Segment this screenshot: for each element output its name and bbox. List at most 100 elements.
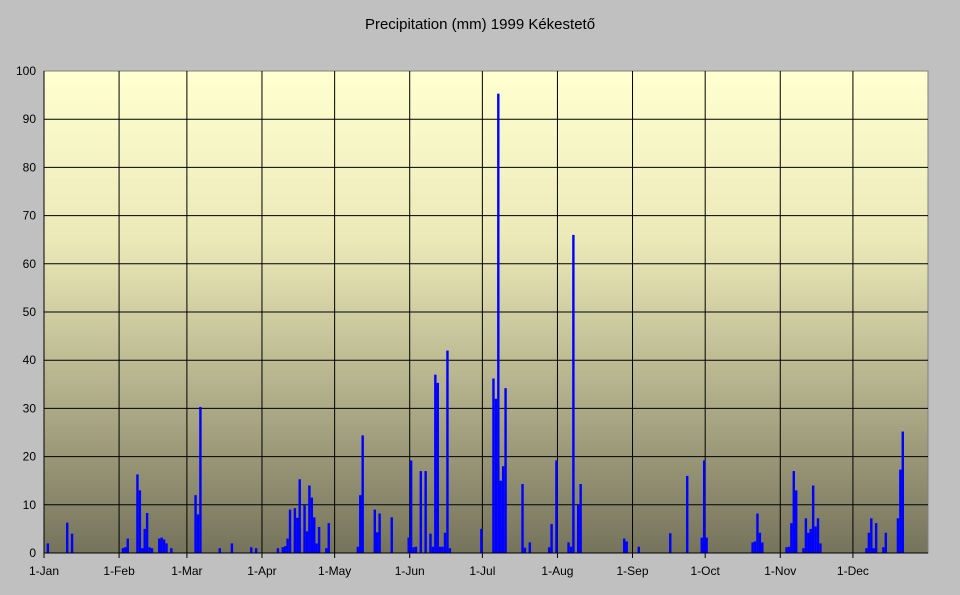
bar <box>504 388 507 553</box>
bar <box>313 517 316 553</box>
bar <box>669 533 672 553</box>
bar <box>521 484 524 553</box>
bar <box>254 548 258 553</box>
bar <box>145 512 149 553</box>
bar <box>705 537 708 553</box>
bar <box>158 538 161 553</box>
bar <box>497 93 500 554</box>
bar <box>308 485 311 553</box>
bar <box>572 234 575 553</box>
bar <box>46 543 50 553</box>
bar <box>378 513 381 553</box>
bar <box>286 538 289 553</box>
x-tick-label: 1-Jun <box>395 564 425 578</box>
bar <box>409 460 413 553</box>
x-tick-label: 1-Nov <box>764 564 796 578</box>
y-tick-label: 60 <box>23 257 37 271</box>
bar <box>136 474 139 553</box>
y-tick-label: 100 <box>16 64 36 78</box>
bar <box>870 518 873 553</box>
y-tick-label: 40 <box>23 353 37 367</box>
bar <box>577 504 580 553</box>
bar <box>819 543 822 553</box>
chart-title: Precipitation (mm) 1999 Kékestető <box>364 16 596 33</box>
x-tick-label: 1-Mar <box>171 564 202 578</box>
bar <box>804 518 808 553</box>
bar <box>126 538 129 553</box>
bar <box>567 542 570 553</box>
bar <box>230 543 234 553</box>
x-tick-label: 1-Jan <box>29 564 59 578</box>
bar <box>143 528 146 553</box>
bar <box>523 547 527 553</box>
bar <box>305 531 309 553</box>
bar <box>867 532 871 553</box>
bar <box>293 508 297 553</box>
bar <box>901 431 904 553</box>
y-tick-label: 50 <box>23 305 37 319</box>
bar <box>199 406 202 553</box>
bar <box>121 548 125 553</box>
bar <box>162 539 166 553</box>
bar <box>809 528 812 553</box>
bar <box>807 532 810 553</box>
x-tick-label: 1-Oct <box>691 564 721 578</box>
bar <box>443 532 447 553</box>
bar <box>303 504 306 553</box>
bar <box>218 548 221 553</box>
bar <box>327 523 330 553</box>
bar <box>792 471 795 553</box>
bar <box>281 547 284 553</box>
bar <box>547 547 551 553</box>
bar <box>138 490 142 553</box>
bar <box>148 547 151 553</box>
bar <box>761 542 764 553</box>
bar <box>686 475 689 553</box>
bar <box>528 542 532 553</box>
x-tick-label: 1-Jul <box>469 564 495 578</box>
bar <box>431 546 435 553</box>
x-tick-label: 1-Dec <box>837 564 869 578</box>
x-tick-label: 1-Aug <box>541 564 573 578</box>
bar <box>170 548 173 553</box>
y-tick-label: 80 <box>23 160 37 174</box>
bar <box>150 548 154 553</box>
x-tick-label: 1-Apr <box>247 564 276 578</box>
bar <box>751 542 754 553</box>
bar <box>625 541 628 553</box>
bar <box>124 547 127 553</box>
bar <box>438 546 442 553</box>
bar <box>787 546 791 553</box>
bar <box>882 547 885 553</box>
bar <box>414 546 418 553</box>
bar <box>623 538 626 553</box>
bar <box>700 537 703 553</box>
x-tick-label: 1-May <box>318 564 351 578</box>
bar <box>569 546 573 553</box>
bar <box>899 469 902 553</box>
bar <box>448 548 452 553</box>
bar <box>361 435 364 553</box>
bar <box>499 480 502 553</box>
bar <box>811 485 815 553</box>
bar <box>802 548 805 553</box>
bar <box>884 532 888 553</box>
bar <box>865 548 868 553</box>
y-tick-label: 10 <box>23 498 37 512</box>
bar <box>283 546 287 553</box>
y-tick-label: 90 <box>23 112 37 126</box>
bar <box>296 517 299 553</box>
y-tick-label: 0 <box>29 546 36 560</box>
x-tick-label: 1-Sep <box>617 564 649 578</box>
bar <box>376 532 379 553</box>
bar <box>250 547 253 553</box>
bar <box>434 374 437 553</box>
bar <box>288 509 292 553</box>
bar <box>429 533 432 553</box>
bar <box>441 546 444 553</box>
bar <box>160 537 163 553</box>
bar <box>310 497 314 553</box>
y-tick-label: 20 <box>23 450 37 464</box>
bar <box>436 382 439 553</box>
